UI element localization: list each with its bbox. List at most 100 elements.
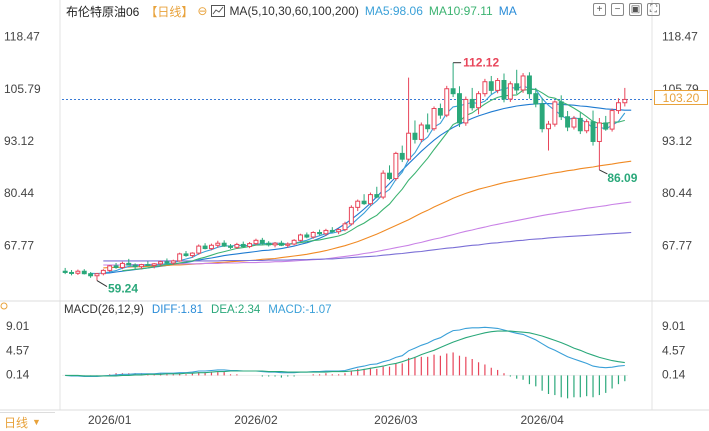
candle-body	[469, 98, 475, 109]
candle	[571, 115, 577, 130]
candle	[577, 112, 583, 135]
candle-body	[119, 262, 125, 269]
candle-body	[342, 223, 348, 231]
candle	[202, 243, 208, 250]
candle	[603, 115, 609, 131]
candle	[247, 241, 253, 249]
candle	[488, 75, 494, 95]
candle	[329, 227, 335, 233]
candle-body	[132, 264, 138, 268]
candle	[425, 113, 431, 133]
candle-body	[126, 262, 132, 266]
candle	[609, 108, 615, 132]
macd-diff-value: DIFF:1.81	[151, 304, 204, 316]
candle	[126, 258, 132, 266]
candle-body	[158, 261, 164, 265]
candle-body	[234, 243, 240, 248]
macd-dea-value: DEA:2.34	[211, 304, 261, 316]
candle-body	[558, 101, 564, 118]
candle	[355, 199, 361, 212]
candle-body	[310, 232, 316, 238]
candle-body	[259, 239, 265, 244]
candle-body	[291, 239, 297, 245]
expand-icon[interactable]: ⛶	[647, 3, 660, 16]
candle	[437, 103, 443, 119]
candle-body	[520, 75, 526, 91]
candle	[304, 232, 310, 239]
period-selector[interactable]: 【日线】	[145, 4, 194, 19]
ma-more-value: MA	[498, 4, 517, 18]
y-tick-left: 118.47	[4, 30, 40, 44]
zoom-in-icon[interactable]: +	[593, 3, 606, 16]
instrument-title: 布伦特原油06	[66, 4, 140, 19]
candle	[75, 269, 81, 275]
ma-line-ma5	[90, 85, 626, 275]
candle-body	[584, 121, 590, 132]
candle-body	[208, 244, 214, 250]
candle	[100, 269, 106, 276]
period-marker-icon[interactable]: ⊖	[197, 4, 208, 18]
candle	[348, 205, 354, 226]
zoom-out-icon[interactable]: −	[611, 3, 624, 16]
macd-diff-line	[65, 326, 625, 378]
macd-dea-line	[65, 330, 625, 377]
candle-body	[348, 206, 354, 225]
candle	[463, 96, 469, 126]
candle	[228, 244, 233, 249]
candle-body	[113, 265, 119, 269]
candle-body	[507, 83, 513, 100]
ma-settings-icon[interactable]	[211, 5, 226, 17]
ma5-value: MA5:98.06	[364, 4, 423, 18]
candle	[266, 241, 272, 247]
ma-line-ma30	[103, 103, 632, 274]
candle	[539, 97, 545, 133]
ma-params-label[interactable]: MA(5,10,30,60,100,200)	[229, 4, 359, 18]
candle	[476, 91, 482, 115]
candle	[482, 78, 488, 97]
candle-body	[380, 172, 386, 198]
macd-y-tick-right: 0.14	[662, 368, 686, 382]
candle-body	[457, 93, 462, 124]
candle	[132, 263, 138, 270]
y-tick-right: 67.77	[662, 238, 692, 252]
candle	[189, 252, 195, 258]
candle	[107, 265, 113, 273]
candle-body	[482, 81, 488, 95]
candle-body	[533, 93, 539, 105]
y-tick-left: 67.77	[4, 238, 34, 252]
ma-line-ma200	[103, 231, 632, 262]
period-tab[interactable]: 日线 ▼	[0, 412, 55, 431]
candle	[501, 73, 507, 103]
candle	[221, 240, 227, 247]
candle-body	[228, 245, 233, 248]
crosshair-icon[interactable]: ▣	[629, 3, 642, 16]
candle-body	[164, 261, 170, 264]
candle	[310, 231, 316, 239]
last-price-tag: 103.20	[654, 90, 708, 105]
candle-body	[609, 110, 615, 130]
candle	[272, 241, 278, 248]
y-tick-left: 80.44	[4, 186, 34, 200]
candle	[291, 239, 297, 246]
candle-body	[304, 234, 310, 238]
candle	[615, 98, 621, 114]
candle	[367, 192, 373, 206]
ma-line-ma60	[103, 160, 632, 269]
candle	[558, 95, 564, 121]
candle	[158, 260, 164, 266]
candle-body	[565, 116, 571, 128]
candle-body	[406, 132, 412, 160]
candle	[507, 81, 513, 102]
candle	[552, 100, 558, 127]
y-tick-right: 93.12	[662, 134, 692, 148]
candle-body	[278, 242, 284, 246]
candle	[565, 110, 571, 132]
candle	[285, 242, 291, 248]
candle-body	[81, 270, 87, 275]
candle	[170, 259, 176, 266]
candle-body	[355, 200, 361, 208]
candle-body	[539, 103, 545, 130]
macd-params-label[interactable]: MACD(26,12,9)	[64, 304, 144, 316]
candle-body	[526, 75, 532, 95]
candle-body	[272, 242, 278, 246]
